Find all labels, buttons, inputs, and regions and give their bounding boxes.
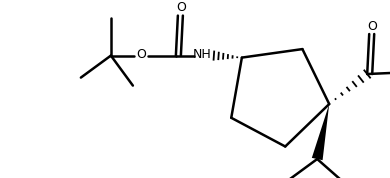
Text: O: O [176,1,186,14]
Text: O: O [367,20,377,33]
Text: O: O [136,48,146,61]
Text: NH: NH [193,48,211,61]
Polygon shape [312,104,329,160]
